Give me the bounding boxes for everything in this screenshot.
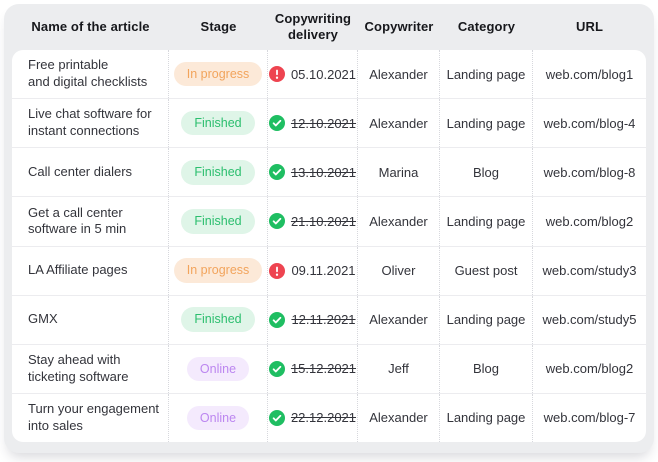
column-header-url: URL (575, 18, 604, 34)
stage-cell: In progress (169, 50, 268, 99)
article-name-cell: Get a call center software in 5 min (12, 197, 169, 246)
stage-cell: Online (169, 344, 268, 393)
table-row: Free printable and digital checklists In… (12, 50, 646, 99)
delivery-date: 12.11.2021 (291, 312, 356, 328)
category-cell: Landing page (440, 99, 533, 148)
column-header-name: Name of the article (31, 18, 150, 34)
stage-badge[interactable]: Finished (181, 209, 255, 234)
category-cell: Guest post (440, 246, 533, 295)
delivery-cell: 12.11.2021 (268, 295, 358, 344)
copywriter-cell: Marina (358, 148, 440, 197)
delivery-cell: 05.10.2021 (268, 50, 358, 99)
category-cell: Landing page (440, 393, 533, 442)
article-name-cell: Stay ahead with ticketing software (12, 344, 169, 393)
article-url[interactable]: web.com/study3 (542, 263, 637, 279)
stage-badge[interactable]: Finished (181, 160, 255, 185)
delivery-date: 09.11.2021 (291, 263, 356, 279)
category-cell: Landing page (440, 295, 533, 344)
table-row: Stay ahead with ticketing software Onlin… (12, 343, 646, 393)
stage-cell: Finished (169, 148, 268, 197)
stage-cell: Finished (169, 197, 268, 246)
article-name-cell: GMX (12, 295, 169, 344)
delivery-date: 12.10.2021 (290, 115, 357, 131)
delivery-date: 13.10.2021 (290, 164, 357, 180)
stage-badge[interactable]: Finished (181, 110, 255, 136)
article-name-cell: Turn your engagement into sales (12, 393, 169, 442)
copywriter-cell: Oliver (358, 246, 440, 295)
stage-badge[interactable]: In progress (173, 258, 263, 283)
copywriter-cell: Alexander (358, 393, 440, 442)
stage-badge[interactable]: Online (186, 405, 250, 431)
delivery-cell: 12.10.2021 (268, 99, 358, 148)
copywriter-cell: Alexander (358, 99, 440, 148)
article-name: Call center dialers (28, 163, 133, 179)
article-name: GMX (28, 311, 58, 327)
stage-badge[interactable]: Online (186, 356, 250, 382)
article-name: Stay ahead with ticketing software (28, 351, 129, 384)
stage-badge[interactable]: In progress (173, 61, 263, 87)
article-name-cell: Live chat software for instant connectio… (12, 99, 169, 148)
table-row: Live chat software for instant connectio… (12, 98, 646, 148)
table-row: GMX Finished 12.11.2021 Alexander Landin… (12, 294, 646, 344)
column-header-stage: Stage (200, 18, 237, 34)
alert-icon (269, 262, 286, 279)
article-url[interactable]: web.com/blog-8 (543, 164, 636, 180)
check-icon (268, 213, 285, 230)
column-header-copywriter: Copywriter (364, 18, 434, 34)
stage-cell: Finished (169, 295, 268, 344)
stage-cell: Online (169, 393, 268, 442)
delivery-date: 22.12.2021 (290, 410, 357, 426)
delivery-date: 21.10.2021 (290, 213, 357, 229)
article-name-cell: Call center dialers (12, 148, 169, 197)
article-name: Turn your engagement into sales (28, 401, 160, 433)
delivery-date: 15.12.2021 (290, 361, 357, 377)
table-row: Get a call center software in 5 min Fini… (12, 196, 646, 246)
delivery-cell: 09.11.2021 (268, 246, 358, 295)
table-header-row: Name of the article Stage Copywriting de… (4, 4, 654, 50)
copywriter-cell: Alexander (358, 197, 440, 246)
category-cell: Blog (440, 148, 533, 197)
article-url[interactable]: web.com/blog1 (545, 66, 634, 82)
article-url[interactable]: web.com/blog2 (545, 213, 634, 229)
article-name-cell: Free printable and digital checklists (12, 50, 169, 99)
article-name: Free printable and digital checklists (28, 57, 148, 90)
delivery-cell: 13.10.2021 (268, 148, 358, 197)
content-table-card: Name of the article Stage Copywriting de… (4, 4, 654, 453)
alert-icon (268, 66, 285, 83)
table-body: Free printable and digital checklists In… (12, 50, 646, 442)
table-row: LA Affiliate pages In progress 09.11.202… (12, 245, 646, 295)
article-name-cell: LA Affiliate pages (12, 246, 169, 295)
category-cell: Landing page (440, 50, 533, 99)
copywriter-cell: Jeff (358, 344, 440, 393)
stage-cell: In progress (169, 246, 268, 295)
article-name: Get a call center software in 5 min (28, 204, 127, 237)
article-name: Live chat software for instant connectio… (28, 106, 152, 139)
article-url[interactable]: web.com/blog2 (545, 361, 634, 377)
article-url[interactable]: web.com/blog-7 (543, 410, 636, 426)
copywriter-cell: Alexander (358, 50, 440, 99)
check-icon (268, 164, 285, 181)
delivery-cell: 22.12.2021 (268, 393, 358, 442)
article-url[interactable]: web.com/blog-4 (543, 115, 636, 131)
copywriter-cell: Alexander (358, 295, 440, 344)
delivery-date: 05.10.2021 (290, 66, 357, 82)
category-cell: Landing page (440, 197, 533, 246)
stage-cell: Finished (169, 99, 268, 148)
stage-badge[interactable]: Finished (181, 307, 255, 332)
category-cell: Blog (440, 344, 533, 393)
check-icon (268, 115, 285, 132)
column-header-category: Category (457, 18, 516, 34)
check-icon (269, 311, 286, 328)
column-header-copywriting-delivery: Copywriting delivery (274, 10, 352, 42)
article-url[interactable]: web.com/study5 (542, 312, 637, 328)
table-row: Call center dialers Finished 13.10.2021 … (12, 147, 646, 197)
delivery-cell: 15.12.2021 (268, 344, 358, 393)
check-icon (268, 360, 285, 377)
article-name: LA Affiliate pages (28, 262, 128, 278)
table-row: Turn your engagement into sales Online 2… (12, 392, 646, 442)
check-icon (268, 409, 285, 426)
delivery-cell: 21.10.2021 (268, 197, 358, 246)
